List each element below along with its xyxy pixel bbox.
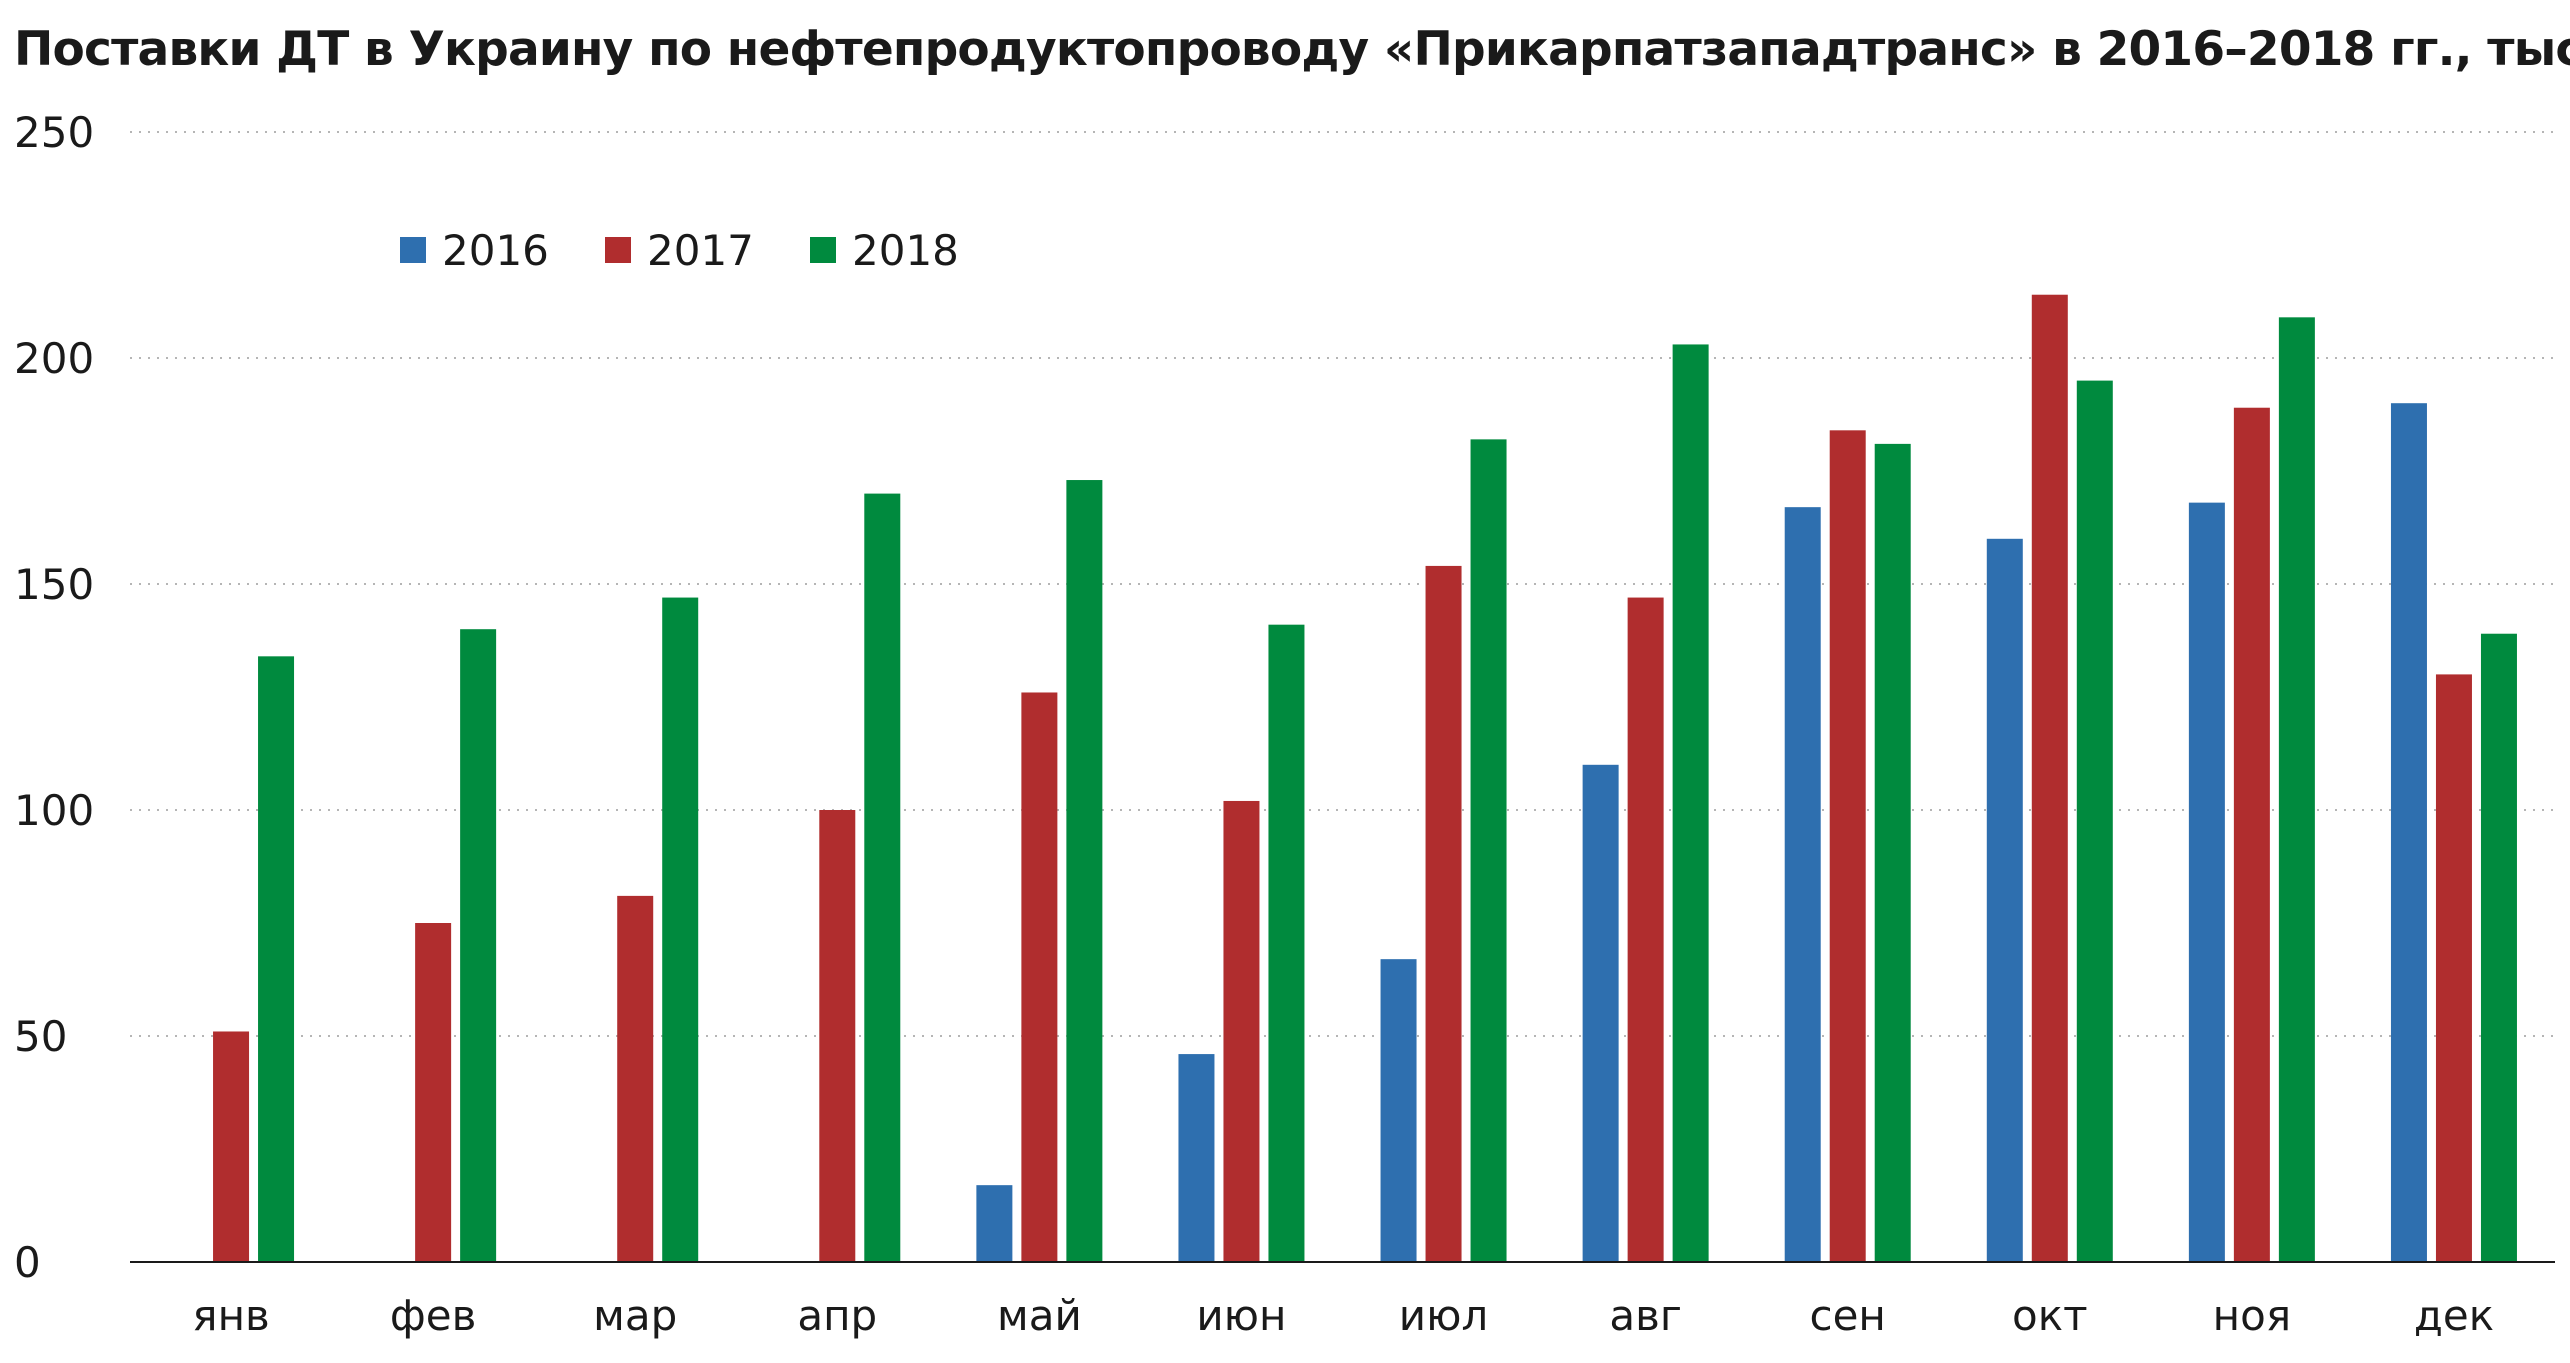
bar-2018-май	[1066, 480, 1103, 1262]
legend-swatch-2017	[605, 237, 631, 263]
y-tick-label: 200	[14, 334, 94, 383]
x-tick-label: янв	[192, 1291, 269, 1340]
bar-2017-апр	[819, 810, 856, 1262]
y-tick-label: 50	[14, 1012, 67, 1061]
bar-2018-дек	[2480, 633, 2517, 1262]
bar-2016-ноя	[2188, 502, 2225, 1262]
bar-2018-янв	[258, 656, 295, 1262]
x-tick-label: авг	[1609, 1291, 1682, 1340]
x-tick-label: мар	[593, 1291, 677, 1340]
bar-2016-сен	[1784, 507, 1821, 1262]
x-tick-label: дек	[2414, 1291, 2494, 1340]
y-tick-label: 150	[14, 560, 94, 609]
legend-swatch-2016	[400, 237, 426, 263]
bar-2018-мар	[662, 597, 699, 1262]
x-tick-label: окт	[2012, 1291, 2088, 1340]
bar-2016-окт	[1986, 538, 2023, 1262]
bar-2018-апр	[864, 493, 901, 1263]
bar-2018-июл	[1470, 439, 1507, 1262]
bars	[213, 294, 2517, 1263]
x-tick-label: сен	[1810, 1291, 1886, 1340]
x-tick-label: июн	[1196, 1291, 1286, 1340]
y-tick-label: 0	[14, 1238, 41, 1287]
bar-2018-июн	[1268, 624, 1305, 1262]
chart-title: Поставки ДТ в Украину по нефтепродуктопр…	[14, 22, 2570, 77]
bar-2016-июл	[1380, 959, 1417, 1262]
bar-2016-июн	[1178, 1054, 1215, 1262]
x-tick-label: апр	[797, 1291, 877, 1340]
legend-label-2017: 2017	[647, 226, 754, 275]
bar-2018-ноя	[2278, 317, 2315, 1262]
bar-2018-окт	[2076, 380, 2113, 1263]
bar-2017-июн	[1223, 800, 1260, 1262]
bar-2017-дек	[2435, 674, 2472, 1262]
bar-2017-янв	[213, 1031, 250, 1262]
bar-2018-сен	[1874, 443, 1911, 1262]
legend-label-2016: 2016	[442, 226, 549, 275]
y-tick-label: 250	[14, 108, 94, 157]
legend-label-2018: 2018	[852, 226, 959, 275]
x-tick-label: май	[997, 1291, 1082, 1340]
bar-2017-сен	[1829, 430, 1866, 1262]
bar-2017-авг	[1627, 597, 1664, 1262]
bar-2017-июл	[1425, 565, 1462, 1262]
bar-2018-авг	[1672, 344, 1709, 1262]
bar-2017-мар	[617, 895, 654, 1262]
bar-2017-ноя	[2233, 407, 2270, 1263]
bar-2017-фев	[415, 923, 452, 1262]
x-tick-label: июл	[1399, 1291, 1489, 1340]
x-tick-label: фев	[390, 1291, 477, 1340]
bar-2018-фев	[460, 629, 497, 1262]
axes: 0 50 100 150 200 250 янв фев мар апр май июн июл авг с…	[14, 108, 2555, 1340]
y-tick-label: 100	[14, 786, 94, 835]
bar-2017-май	[1021, 692, 1058, 1262]
legend: 2016 2017 2018	[400, 226, 959, 275]
bar-2016-май	[976, 1185, 1013, 1262]
bar-2016-авг	[1582, 764, 1619, 1262]
legend-swatch-2018	[810, 237, 836, 263]
bar-2016-дек	[2390, 403, 2427, 1262]
bar-2017-окт	[2031, 294, 2068, 1263]
x-tick-label: ноя	[2213, 1291, 2291, 1340]
